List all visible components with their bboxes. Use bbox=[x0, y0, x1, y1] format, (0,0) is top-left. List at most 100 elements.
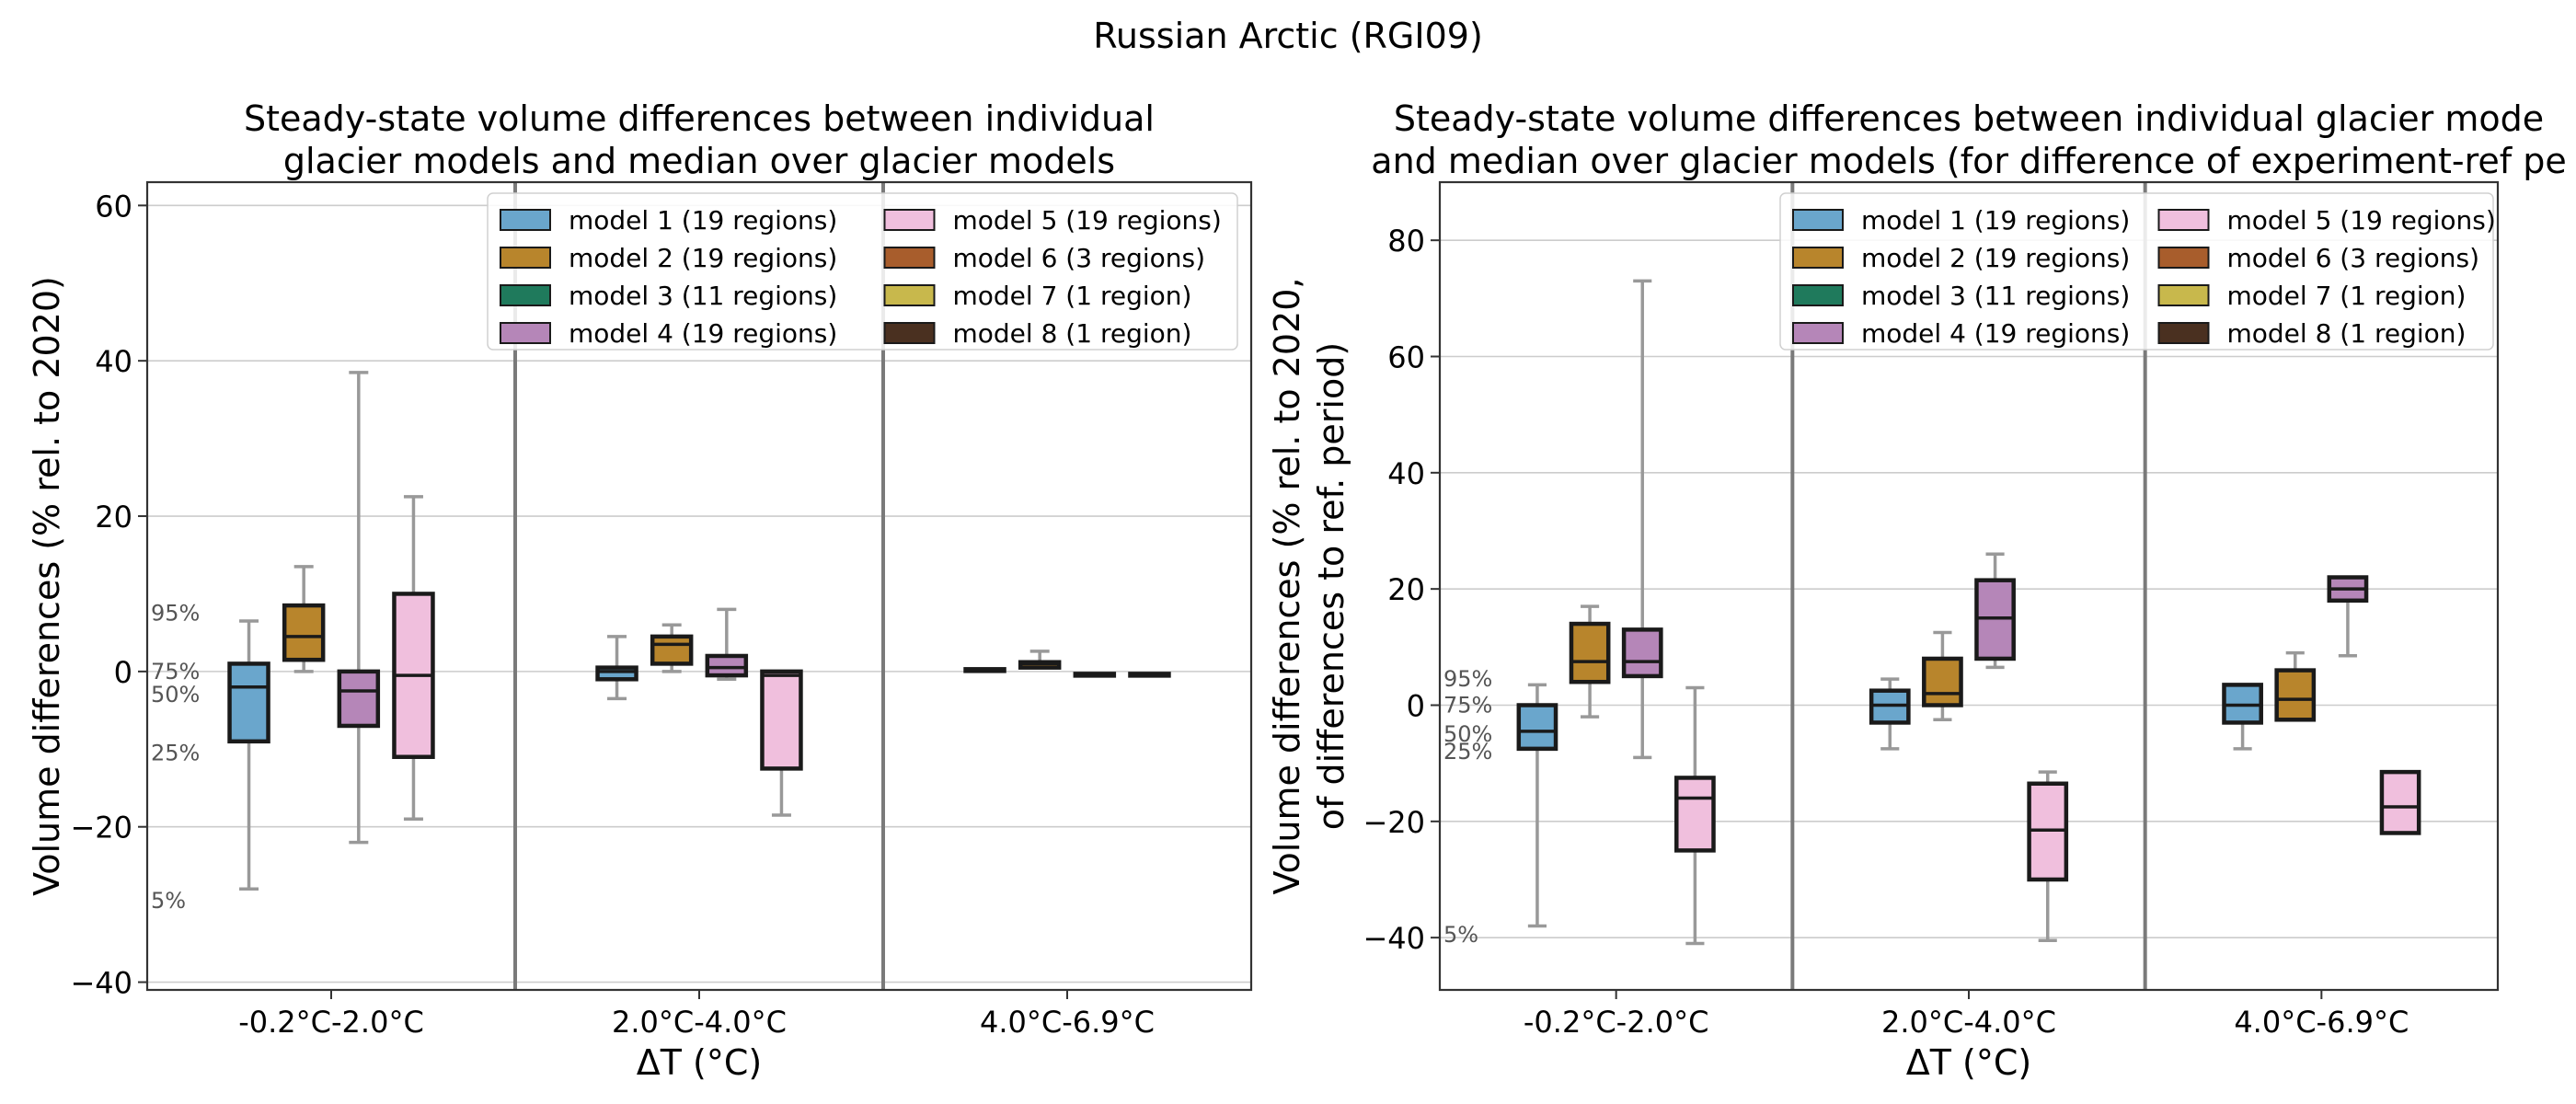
legend-label: model 4 (19 regions) bbox=[1861, 318, 2130, 349]
ytick-label-4: 40 bbox=[95, 344, 132, 379]
box-body bbox=[2379, 769, 2421, 835]
box-body bbox=[760, 669, 803, 771]
xtick-label-2: 4.0°C-6.9°C bbox=[2234, 1005, 2409, 1040]
legend-label: model 6 (3 regions) bbox=[953, 243, 1206, 273]
box-body bbox=[1569, 621, 1611, 684]
ytick-label-1: −20 bbox=[70, 811, 132, 845]
box-3 bbox=[1674, 685, 1716, 946]
legend-item-3: model 4 (19 regions) bbox=[1792, 318, 2130, 349]
box-8 bbox=[963, 667, 1006, 673]
legend-item-7: model 8 (1 region) bbox=[883, 318, 1192, 349]
legend-swatch bbox=[2157, 209, 2210, 231]
legend-item-6: model 7 (1 region) bbox=[883, 281, 1191, 311]
box-5 bbox=[1922, 630, 1963, 722]
legend-swatch bbox=[500, 209, 551, 231]
legend-label: model 3 (11 regions) bbox=[1861, 281, 2130, 311]
legend-item-1: model 2 (19 regions) bbox=[1792, 243, 2130, 273]
legend-label: model 8 (1 region) bbox=[2227, 318, 2467, 349]
ytick-label-2: 0 bbox=[1407, 688, 1425, 723]
box-10 bbox=[2327, 575, 2369, 658]
legend: model 1 (19 regions) model 2 (19 regions)… bbox=[487, 192, 1238, 351]
box-0 bbox=[227, 619, 270, 891]
legend-swatch bbox=[1792, 284, 1844, 306]
legend-item-7: model 8 (1 region) bbox=[2157, 318, 2467, 349]
box-0 bbox=[1516, 683, 1558, 928]
ytick-label-0: −40 bbox=[1363, 921, 1425, 956]
xtick-label-0: -0.2°C-2.0°C bbox=[238, 1005, 424, 1040]
ytick-label-0: −40 bbox=[70, 966, 132, 1001]
legend-swatch bbox=[500, 247, 551, 269]
legend-item-3: model 4 (19 regions) bbox=[500, 318, 837, 349]
box-9 bbox=[1018, 650, 1062, 670]
xtick-label-1: 2.0°C-4.0°C bbox=[612, 1005, 787, 1040]
chart-title-line-0: Steady-state volume differences between … bbox=[244, 98, 1155, 139]
legend-item-1: model 2 (19 regions) bbox=[500, 243, 837, 273]
chart-title-line-1: glacier models and median over glacier m… bbox=[283, 141, 1115, 181]
legend-item-2: model 3 (11 regions) bbox=[1792, 281, 2130, 311]
ytick-label-5: 60 bbox=[95, 189, 132, 224]
chart-title-line-0: Steady-state volume differences between … bbox=[1394, 98, 2544, 139]
legend-label: model 5 (19 regions) bbox=[953, 205, 1222, 236]
percentile-label-0: 95% bbox=[1443, 666, 1492, 692]
percentile-label-2: 50% bbox=[151, 682, 200, 707]
box-body bbox=[227, 661, 270, 744]
percentile-label-1: 75% bbox=[1443, 692, 1492, 718]
box-body bbox=[282, 603, 326, 662]
y-axis-label-line-0: Volume differences (% rel. to 2020) bbox=[27, 276, 67, 896]
percentile-label-3: 25% bbox=[1443, 739, 1492, 765]
box-body bbox=[650, 634, 694, 666]
box-8 bbox=[2222, 683, 2263, 751]
legend-label: model 2 (19 regions) bbox=[569, 243, 837, 273]
legend-frame bbox=[1779, 192, 2494, 351]
legend-swatch bbox=[1792, 209, 1844, 231]
legend-swatch bbox=[883, 284, 936, 306]
box-5 bbox=[650, 623, 694, 673]
box-6 bbox=[1974, 552, 2016, 670]
percentile-label-2: 50% bbox=[1443, 721, 1492, 747]
ytick-label-4: 40 bbox=[1387, 456, 1425, 491]
box-4 bbox=[595, 635, 638, 701]
legend-swatch bbox=[500, 322, 551, 344]
box-2 bbox=[337, 371, 381, 845]
legend-label: model 6 (3 regions) bbox=[2227, 243, 2480, 273]
box-1 bbox=[1569, 604, 1611, 719]
box-body bbox=[705, 653, 749, 678]
legend-item-5: model 6 (3 regions) bbox=[883, 243, 1206, 273]
box-body bbox=[1621, 627, 1663, 679]
box-body bbox=[2274, 668, 2317, 722]
y-axis-label-line-0: Volume differences (% rel. to 2020, bbox=[1267, 278, 1307, 895]
ytick-label-5: 60 bbox=[1387, 339, 1425, 374]
legend-item-6: model 7 (1 region) bbox=[2157, 281, 2466, 311]
box-10 bbox=[1073, 672, 1117, 678]
legend-label: model 8 (1 region) bbox=[953, 318, 1192, 349]
legend-item-4: model 5 (19 regions) bbox=[2157, 205, 2496, 236]
box-body bbox=[1922, 656, 1963, 707]
legend-label: model 1 (19 regions) bbox=[569, 205, 837, 236]
x-axis-label: ΔT (°C) bbox=[1906, 1042, 2031, 1083]
ytick-label-6: 80 bbox=[1387, 224, 1425, 259]
legend-label: model 5 (19 regions) bbox=[2227, 205, 2496, 236]
box-body bbox=[1674, 776, 1716, 853]
chart-panel-right: 95%75% 50%25% 5% −40 −20 0 20 40 60 80 -0.2°C-2.0°… bbox=[1267, 98, 2567, 1083]
ytick-label-3: 20 bbox=[1387, 572, 1425, 607]
box-body bbox=[595, 665, 638, 682]
box-body bbox=[1516, 703, 1558, 752]
legend-swatch bbox=[1792, 322, 1844, 344]
ytick-label-1: −20 bbox=[1363, 805, 1425, 840]
legend: model 1 (19 regions) model 2 (19 regions)… bbox=[1779, 192, 2496, 351]
box-3 bbox=[392, 495, 435, 822]
legend-swatch bbox=[2157, 322, 2210, 344]
box-4 bbox=[1869, 677, 1911, 751]
y-axis-label-line-1: of differences to ref. period) bbox=[1311, 342, 1351, 830]
legend-swatch bbox=[2157, 247, 2210, 269]
box-7 bbox=[2027, 770, 2069, 943]
box-9 bbox=[2274, 650, 2317, 722]
percentile-label-3: 25% bbox=[151, 741, 200, 766]
xtick-label-1: 2.0°C-4.0°C bbox=[1881, 1005, 2056, 1040]
box-6 bbox=[705, 607, 749, 682]
box-7 bbox=[760, 669, 803, 817]
box-body bbox=[337, 669, 381, 729]
legend-item-5: model 6 (3 regions) bbox=[2157, 243, 2480, 273]
legend-item-0: model 1 (19 regions) bbox=[500, 205, 837, 236]
